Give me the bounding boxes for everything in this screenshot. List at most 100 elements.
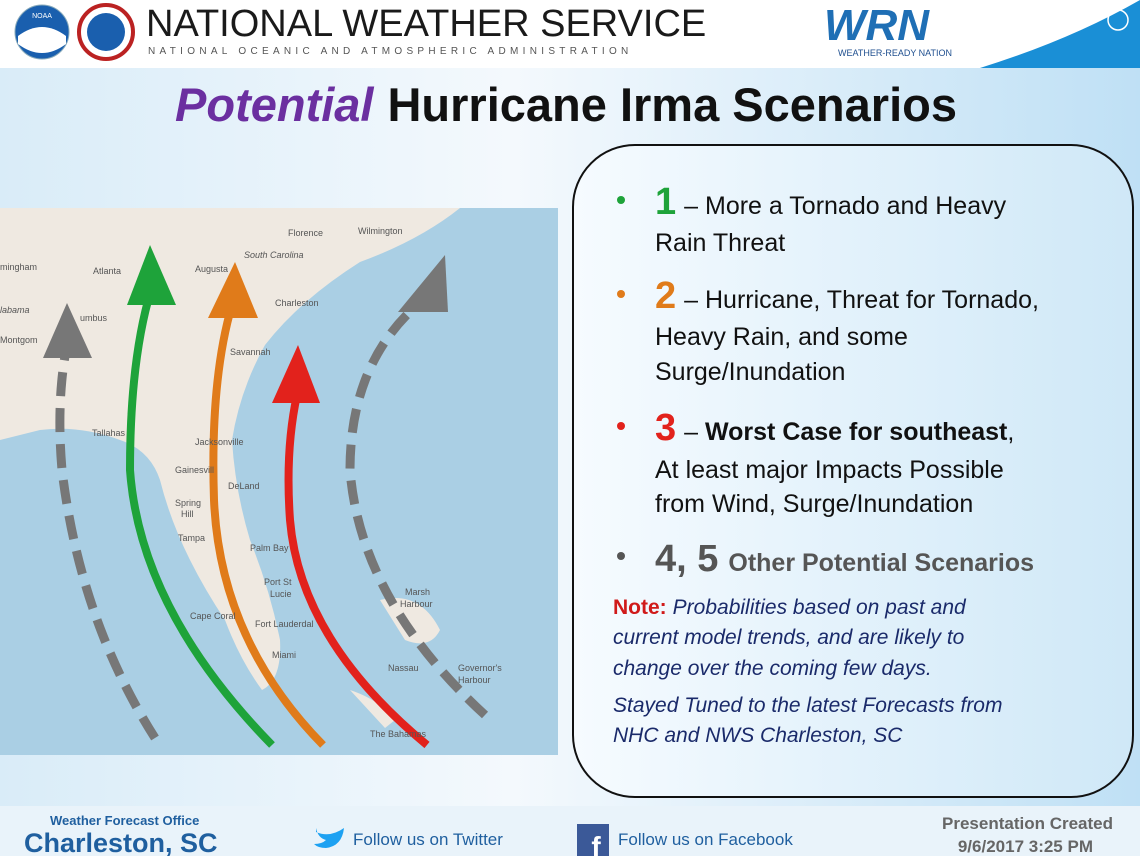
bullet [617,196,625,204]
map-label: labama [0,305,30,315]
title-rest: Hurricane Irma Scenarios [387,78,957,131]
scenario-list: 1– More a Tornado and Heavy Rain Threat … [617,181,1039,580]
map-label: umbus [80,313,108,323]
map-label: Fort Lauderdal [255,619,314,629]
note-text: change over the coming few days. [613,657,932,680]
map-label: Governor's [458,663,502,673]
track-5 [345,296,489,719]
wrn-logo: WRN [824,1,930,50]
facebook-glyph: f [591,831,601,856]
map-label: Spring [175,498,201,508]
scenario-4-5: 4, 5 Other Potential Scenarios [655,538,1034,580]
header-band [0,0,1140,68]
scenario-number: 3 [655,407,676,449]
note: Note: Probabilities based on past and cur… [613,596,1002,747]
scenario-text: , [1007,418,1014,446]
map-label: Wilmington [358,226,403,236]
scenario-text: Heavy Rain, and some [655,323,908,351]
facebook-link[interactable]: Follow us on Facebook [618,830,793,849]
facebook-icon [577,824,609,856]
scenario-1: 1 – More a Tornado and Heavy [655,181,1007,223]
map-label: Harbour [458,675,491,685]
created-date: 9/6/2017 3:25 PM [958,837,1093,856]
scenario-text: Rain Threat [655,229,785,257]
scenario-number: 2 [655,275,676,317]
note-text: Probabilities based on past and [673,596,967,619]
map-label: Florence [288,228,323,238]
map-label: Marsh [405,587,430,597]
map-label: Harbour [400,599,433,609]
noaa-logo-text: NOAA [32,13,52,20]
map-label: Charleston [275,298,319,308]
scenario-2: 2 – Hurricane, Threat for Tornado, [655,275,1039,317]
twitter-icon [314,828,344,848]
scenario-number: 4, 5 [655,538,718,580]
created-label: Presentation Created [942,814,1113,833]
note-closing: NHC and NWS Charleston, SC [613,724,903,747]
twitter-link[interactable]: Follow us on Twitter [353,830,503,849]
map-label: Nassau [388,663,419,673]
map-label: The Bahamas [370,729,427,739]
map-label: Cape Coral [190,611,236,621]
map-label: Savannah [230,347,271,357]
agency-subtitle: NATIONAL OCEANIC AND ATMOSPHERIC ADMINIS… [148,46,633,57]
office-label: Weather Forecast Office [50,813,199,828]
scenario-box [572,144,1134,798]
track-3 [284,394,430,749]
header-icon [1107,9,1129,31]
agency-name: NATIONAL WEATHER SERVICE [146,3,706,45]
map-label: Augusta [195,264,228,274]
bullet [617,422,625,430]
scenario-text: – More a Tornado and Heavy [684,192,1006,220]
map-label: Tampa [178,533,205,543]
map-label: Port St [264,577,292,587]
scenario-3: 3– Worst Case for southeast, [655,407,1014,449]
map-label: mingham [0,262,37,272]
note-text: current model trends, and are likely to [613,626,965,649]
scenario-text: At least major Impacts Possible [655,456,1004,484]
scenario-text: Other Potential Scenarios [728,549,1034,577]
scenario-number: 1 [655,181,676,223]
footer-band [0,806,1140,856]
title-emphasis: Potential [175,78,374,131]
map-label: Atlanta [93,266,121,276]
scenario-emphasis: Worst Case for southeast [705,418,1008,446]
land [0,208,460,690]
bullet [617,290,625,298]
map-labels: Florence Wilmington mingham Atlanta Augu… [0,226,502,739]
map-label: Gainesvill [175,465,214,475]
noaa-logo-wave [18,27,66,53]
nws-logo-inner [87,13,125,51]
map-label: Palm Bay [250,543,289,553]
track-1 [125,288,275,748]
scenario-text: – [684,418,705,446]
map-label: DeLand [228,481,260,491]
islands [350,598,440,728]
title: Potential Hurricane Irma Scenarios [175,78,957,131]
map-label: Jacksonville [195,437,244,447]
map-label: Lucie [270,589,292,599]
arrowhead-3 [272,345,320,403]
track-4 [55,344,159,741]
arrowhead-5 [398,255,448,312]
map-label: Tallahas [92,428,126,438]
map-label: Montgom [0,335,38,345]
arrowhead-4 [43,303,92,358]
bullet [617,552,625,560]
wrn-tagline: WEATHER-READY NATION [838,48,952,58]
map-label: Hill [181,509,194,519]
note-closing: Stayed Tuned to the latest Forecasts fro… [613,694,1002,717]
note-label: Note: [613,596,667,619]
arrowhead-1 [127,245,176,305]
office-name: Charleston, SC [24,828,218,856]
track-2 [209,303,326,748]
map-label: Miami [272,650,296,660]
scenario-text: Surge/Inundation [655,358,845,386]
scenario-text: from Wind, Surge/Inundation [655,490,973,518]
map: Florence Wilmington mingham Atlanta Augu… [0,208,558,755]
scenario-text: – Hurricane, Threat for Tornado, [684,286,1039,314]
svg-text:Note:Probabilities based on pa: Note: Probabilities based on past and [613,596,967,619]
header-swoosh [980,0,1140,68]
